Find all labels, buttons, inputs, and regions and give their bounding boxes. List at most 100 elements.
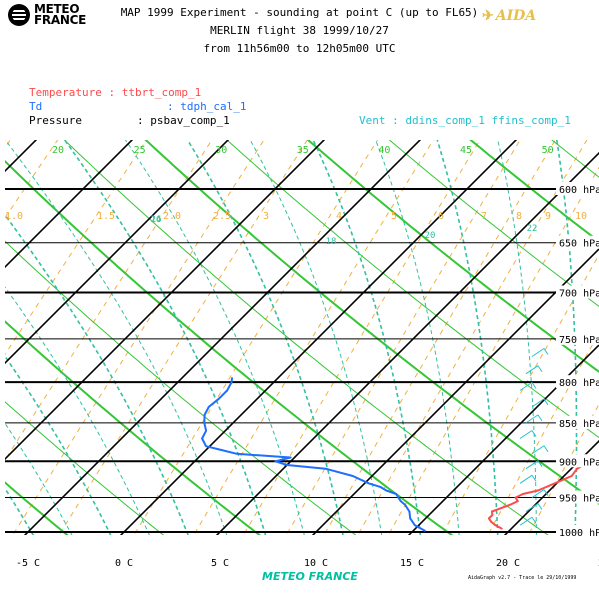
moist-adiabat-9: [238, 118, 383, 542]
title-line-2: MERLIN flight 38 1999/10/27: [0, 24, 599, 37]
series-0-point-7: [510, 504, 512, 506]
wind-barb-tick-11: [544, 349, 548, 355]
legend-td-label: Td: [29, 100, 42, 113]
mixing-ratio-label-2: 2.0: [163, 211, 181, 222]
mixing-ratio-line-17: [594, 118, 599, 542]
legend-pressure-label: Pressure: [29, 114, 82, 127]
moist-adiabat-3: [0, 118, 152, 542]
series-1-point-6: [398, 497, 400, 499]
dry-adiabat-label-4: 40: [378, 145, 390, 156]
mixing-ratio-label-7: 6: [438, 211, 444, 222]
moist-adiabat-label-1: 18: [326, 237, 337, 247]
series-1-point-11: [352, 475, 354, 477]
mixing-ratio-label-1: 1.5: [97, 211, 115, 222]
series-1-point-9: [379, 486, 381, 488]
dry-adiabat-label-2: 30: [215, 145, 227, 156]
wind-barb-3: [520, 475, 532, 483]
series-1-point-19: [205, 445, 207, 447]
series-1-point-26: [226, 390, 228, 392]
x-tick-label-4: 15 C: [400, 558, 424, 569]
dry-adiabat-label-0: 20: [52, 145, 64, 156]
legend-pressure-value: : psbav_comp_1: [137, 114, 230, 127]
y-tick-label-1: 650 hPa: [559, 239, 599, 250]
dry-adiabat-11: [203, 118, 599, 542]
wind-barb-tick-9: [532, 383, 536, 389]
isotherm-4: [0, 118, 346, 558]
series-1-point-17: [236, 453, 238, 455]
moist-adiabat-2: [0, 118, 114, 542]
series-1-point-23: [204, 414, 206, 416]
footer-logo: METEO FRANCE: [262, 570, 358, 583]
y-tick-label-2: 700 hPa: [559, 289, 599, 300]
wind-barb-6: [520, 430, 532, 438]
title-line-3: from 11h56m00 to 12h05m00 UTC: [0, 42, 599, 55]
series-1-point-5: [400, 500, 402, 502]
aida-logo-text: AIDA: [496, 8, 536, 24]
moist-adiabat-label-4: 24: [151, 215, 162, 225]
y-tick-label-7: 950 hPa: [559, 494, 599, 505]
dry-adiabat-9: [42, 118, 558, 542]
series-0-point-10: [522, 493, 524, 495]
series-1-point-7: [395, 493, 397, 495]
mixing-ratio-label-3: 2.5: [213, 211, 231, 222]
isotherm-6: [98, 118, 538, 558]
x-tick-label-5: 20 C: [496, 558, 520, 569]
aida-logo: ✈AIDA: [482, 8, 536, 24]
series-1-point-8: [385, 490, 387, 492]
mixing-ratio-line-5: [8, 118, 278, 542]
y-tick-label-0: 600 hPa: [559, 185, 599, 196]
mixing-ratio-label-11: 10: [575, 211, 587, 222]
series-1-point-15: [290, 457, 292, 459]
isotherm-7: [194, 118, 599, 558]
moist-adiabat-12: [430, 118, 498, 542]
dry-adiabat-7: [0, 118, 365, 542]
moist-adiabat-0: [0, 118, 37, 542]
series-1-point-28: [231, 377, 233, 379]
mixing-ratio-label-9: 8: [516, 211, 522, 222]
series-1-point-16: [257, 454, 259, 456]
x-tick-label-3: 10 C: [304, 558, 328, 569]
moist-adiabat-13: [493, 118, 537, 542]
moist-adiabat-4: [0, 118, 191, 542]
series-0-point-11: [537, 490, 539, 492]
wind-barb-5: [532, 446, 544, 454]
dry-adiabat-label-3: 35: [297, 145, 309, 156]
mixing-ratio-label-6: 5: [391, 211, 397, 222]
wind-barb-tick-1: [538, 504, 542, 510]
series-0-point-12: [554, 482, 556, 484]
wind-barb-tick-0: [532, 517, 536, 523]
dry-adiabat-label-6: 50: [542, 145, 554, 156]
series-0-point-5: [491, 511, 493, 513]
legend-td-value: : tdph_cal_1: [167, 100, 246, 113]
series-1-point-27: [231, 381, 233, 383]
footer-note: AidaGraph v2.7 - Trace le 29/10/1999: [468, 575, 576, 581]
series-1-point-14: [275, 460, 277, 462]
series-1-point-24: [208, 406, 210, 408]
mixing-ratio-label-4: 3: [263, 211, 269, 222]
series-1-point-25: [218, 398, 220, 400]
series-0-point-6: [500, 507, 502, 509]
moist-adiabat-5: [0, 118, 229, 542]
series-0-point-9: [515, 497, 517, 499]
y-tick-label-3: 750 hPa: [559, 335, 599, 346]
series-0-point-13: [571, 475, 573, 477]
series-1-point-18: [221, 449, 223, 451]
x-tick-label-2: 5 C: [211, 558, 229, 569]
series-1-point-20: [201, 438, 203, 440]
legend-temperature: Temperature : ttbrt_comp_1: [29, 86, 201, 99]
y-tick-label-6: 900 hPa: [559, 457, 599, 468]
series-1-point-1: [414, 524, 416, 526]
series-1-point-13: [286, 464, 288, 466]
series-1-point-2: [409, 518, 411, 520]
series-0-point-1: [495, 524, 497, 526]
series-1-point-22: [203, 422, 205, 424]
series-line-1: [202, 378, 425, 531]
series-1-point-21: [205, 430, 207, 432]
series-0-point-3: [488, 518, 490, 520]
legend-wind: Vent : ddins_comp_1 ffins_comp_1: [359, 114, 571, 127]
y-tick-label-8: 1000 hPa: [559, 528, 599, 539]
wind-barb-tick-10: [538, 366, 542, 372]
wind-barb-tick-5: [544, 446, 548, 452]
moist-adiabat-10: [303, 118, 422, 542]
series-1-point-4: [404, 504, 406, 506]
